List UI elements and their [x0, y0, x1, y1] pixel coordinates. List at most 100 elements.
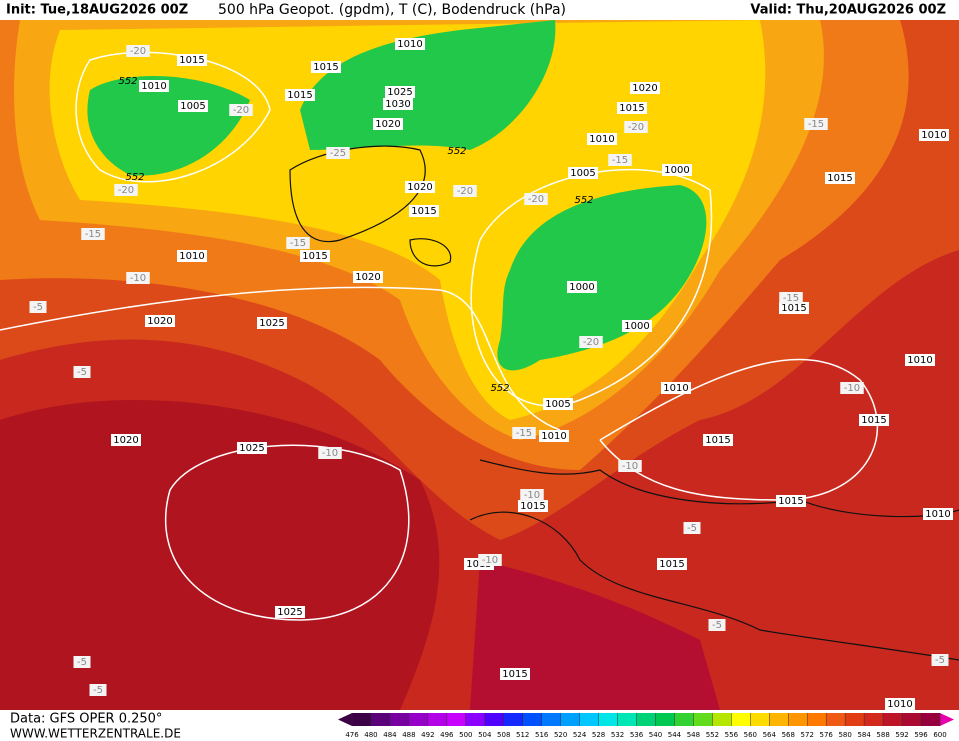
pressure-label: 1020: [407, 182, 432, 193]
scale-bin: [503, 713, 524, 726]
color-scale: 476 480 484 488 492 496 500 504 508 512 516 520 524 5…: [338, 713, 954, 739]
temperature-label: -15: [516, 428, 532, 439]
temperature-label: -5: [93, 685, 103, 696]
pressure-label: 1010: [541, 431, 566, 442]
temperature-label-box: [81, 228, 105, 240]
temperature-label-box: [229, 104, 253, 116]
temperature-label: -15: [85, 229, 101, 240]
scale-bin: [465, 713, 486, 726]
temperature-label: -5: [935, 655, 945, 666]
temperature-label: -10: [482, 555, 498, 566]
pressure-label: 1010: [589, 134, 614, 145]
field-dark-red: [0, 400, 440, 710]
height-label: 552: [125, 172, 144, 183]
scale-tick-label: 580: [838, 731, 851, 739]
pressure-label-box: [111, 434, 141, 446]
scale-tick-label: 544: [668, 731, 682, 739]
scale-bin: [560, 713, 581, 726]
temperature-label: -15: [290, 238, 306, 249]
temperature-label-box: [840, 382, 864, 394]
pressure-label-box: [500, 668, 530, 680]
scale-tick-label: 572: [801, 731, 814, 739]
pressure-label-box: [617, 102, 647, 114]
temperature-label-box: [512, 427, 536, 439]
isobar: [599, 358, 879, 501]
scale-bin: [636, 713, 656, 726]
temperature-label: -15: [783, 293, 799, 304]
temperature-label-box: [804, 118, 828, 130]
scale-tick-label: 500: [459, 731, 472, 739]
scale-bin: [370, 713, 391, 726]
temperature-label: -20: [528, 194, 544, 205]
scale-tick-label: 540: [649, 731, 662, 739]
field-dark-red: [470, 560, 720, 710]
scale-arrow-low: [338, 713, 352, 726]
pressure-label: 1015: [313, 62, 338, 73]
pressure-label-box: [139, 80, 169, 92]
temperature-label: -10: [322, 448, 338, 459]
scale-arrow-high: [940, 713, 954, 726]
scale-bin: [655, 713, 675, 726]
temperature-label-box: [779, 292, 803, 304]
scale-tick-label: 568: [782, 731, 795, 739]
pressure-label: 1020: [355, 272, 380, 283]
pressure-label: 1025: [239, 443, 264, 454]
pressure-label-box: [859, 414, 889, 426]
pressure-label: 1015: [520, 501, 545, 512]
pressure-label-box: [237, 442, 267, 454]
pressure-label: 1015: [302, 251, 327, 262]
scale-bin: [750, 713, 770, 726]
temperature-label: -20: [130, 46, 146, 57]
pressure-label: 1025: [277, 607, 302, 618]
scale-bin: [446, 713, 467, 726]
pressure-label-box: [177, 54, 207, 66]
temperature-label-box: [618, 460, 642, 472]
pressure-label: 1015: [705, 435, 730, 446]
pressure-label-box: [275, 606, 305, 618]
scale-bin: [408, 713, 429, 726]
pressure-label-box: [311, 61, 341, 73]
temperature-label-box: [453, 185, 477, 197]
scale-tick-label: 524: [573, 731, 587, 739]
pressure-label-box: [776, 495, 806, 507]
scale-bin: [883, 713, 903, 726]
scale-tick-label: 588: [876, 731, 889, 739]
temperature-label-box: [931, 654, 949, 666]
scale-bin: [427, 713, 448, 726]
pressure-label: 1000: [664, 165, 689, 176]
temperature-label-box: [326, 147, 350, 159]
scale-tick-label: 488: [402, 731, 415, 739]
scale-bin: [921, 713, 941, 726]
map-labels: 1015101010151010100510251030102010151020…: [29, 38, 953, 710]
pressure-label: 1010: [921, 130, 946, 141]
pressure-label-box: [703, 434, 733, 446]
pressure-label-box: [905, 354, 935, 366]
pressure-label: 1015: [179, 55, 204, 66]
pressure-label: 1020: [113, 435, 138, 446]
scale-tick-label: 504: [478, 731, 492, 739]
website: WWW.WETTERZENTRALE.DE: [10, 727, 181, 741]
scale-tick-label: 532: [611, 731, 624, 739]
scale-bin: [541, 713, 562, 726]
temperature-label-box: [624, 121, 648, 133]
pressure-label-box: [919, 129, 949, 141]
temperature-label: -10: [524, 490, 540, 501]
height-label: 552: [447, 146, 466, 157]
scale-tick-label: 560: [744, 731, 757, 739]
pressure-label-box: [662, 164, 692, 176]
temperature-label: -10: [130, 273, 146, 284]
pressure-label-box: [825, 172, 855, 184]
scale-tick-label: 484: [383, 731, 397, 739]
pressure-label-box: [353, 271, 383, 283]
temperature-label-box: [114, 184, 138, 196]
temperature-label: -20: [457, 186, 473, 197]
pressure-label: 1010: [887, 699, 912, 710]
pressure-label: 1015: [781, 303, 806, 314]
pressure-label: 1025: [259, 318, 284, 329]
pressure-label-box: [661, 382, 691, 394]
scale-bin: [579, 713, 600, 726]
pressure-label-box: [383, 98, 413, 110]
scale-bin: [522, 713, 543, 726]
scale-tick-label: 564: [763, 731, 777, 739]
pressure-label: 1010: [141, 81, 166, 92]
